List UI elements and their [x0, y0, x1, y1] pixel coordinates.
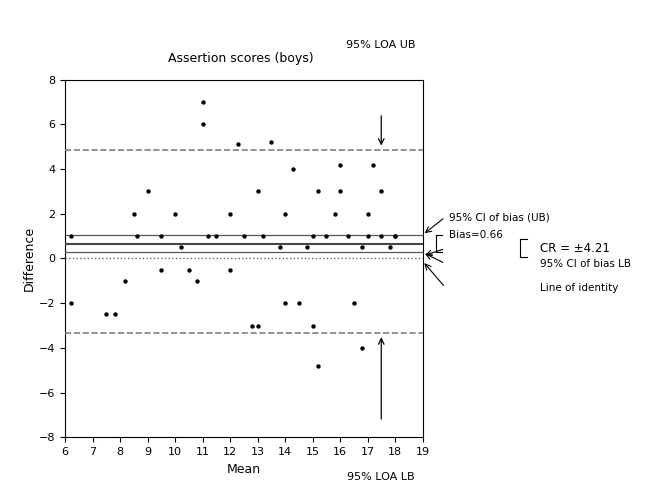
- Text: 95% CI of bias LB: 95% CI of bias LB: [540, 258, 630, 268]
- Point: [156, 265, 166, 273]
- Point: [142, 187, 153, 195]
- Point: [101, 310, 111, 318]
- Point: [192, 277, 202, 285]
- Point: [362, 232, 372, 240]
- Point: [120, 277, 131, 285]
- Y-axis label: Difference: Difference: [23, 226, 36, 291]
- Point: [357, 243, 367, 251]
- Point: [252, 322, 263, 330]
- Point: [330, 210, 340, 218]
- Point: [198, 120, 208, 128]
- Point: [198, 98, 208, 106]
- Point: [307, 232, 318, 240]
- Text: CR = ±4.21: CR = ±4.21: [540, 242, 610, 255]
- Point: [313, 187, 323, 195]
- Point: [362, 210, 372, 218]
- Point: [280, 299, 290, 307]
- Point: [274, 243, 285, 251]
- Point: [335, 161, 345, 168]
- Point: [247, 322, 257, 330]
- Point: [294, 299, 304, 307]
- Point: [280, 210, 290, 218]
- Point: [176, 243, 186, 251]
- Point: [258, 232, 268, 240]
- Point: [390, 232, 400, 240]
- Point: [321, 232, 332, 240]
- Point: [239, 232, 249, 240]
- X-axis label: Mean: Mean: [227, 463, 261, 476]
- Point: [266, 138, 276, 146]
- Point: [131, 232, 142, 240]
- Point: [203, 232, 213, 240]
- Point: [307, 322, 318, 330]
- Point: [233, 140, 244, 148]
- Point: [65, 299, 75, 307]
- Point: [129, 210, 139, 218]
- Text: 95% CI of bias (UB): 95% CI of bias (UB): [448, 212, 549, 222]
- Point: [343, 232, 354, 240]
- Point: [335, 187, 345, 195]
- Point: [313, 362, 323, 370]
- Point: [183, 265, 194, 273]
- Point: [390, 232, 400, 240]
- Point: [357, 344, 367, 352]
- Text: Line of identity: Line of identity: [540, 282, 618, 293]
- Point: [252, 187, 263, 195]
- Point: [376, 187, 387, 195]
- Point: [288, 165, 298, 173]
- Point: [65, 232, 75, 240]
- Point: [211, 232, 222, 240]
- Point: [384, 243, 395, 251]
- Text: Assertion scores (boys): Assertion scores (boys): [168, 52, 313, 65]
- Text: 95% LOA LB: 95% LOA LB: [348, 472, 415, 482]
- Text: 95% LOA UB: 95% LOA UB: [346, 40, 416, 50]
- Point: [109, 310, 120, 318]
- Point: [225, 210, 235, 218]
- Point: [368, 161, 378, 168]
- Point: [348, 299, 359, 307]
- Text: Bias=0.66: Bias=0.66: [448, 230, 502, 240]
- Point: [376, 232, 387, 240]
- Point: [156, 232, 166, 240]
- Point: [302, 243, 312, 251]
- Point: [170, 210, 180, 218]
- Point: [225, 265, 235, 273]
